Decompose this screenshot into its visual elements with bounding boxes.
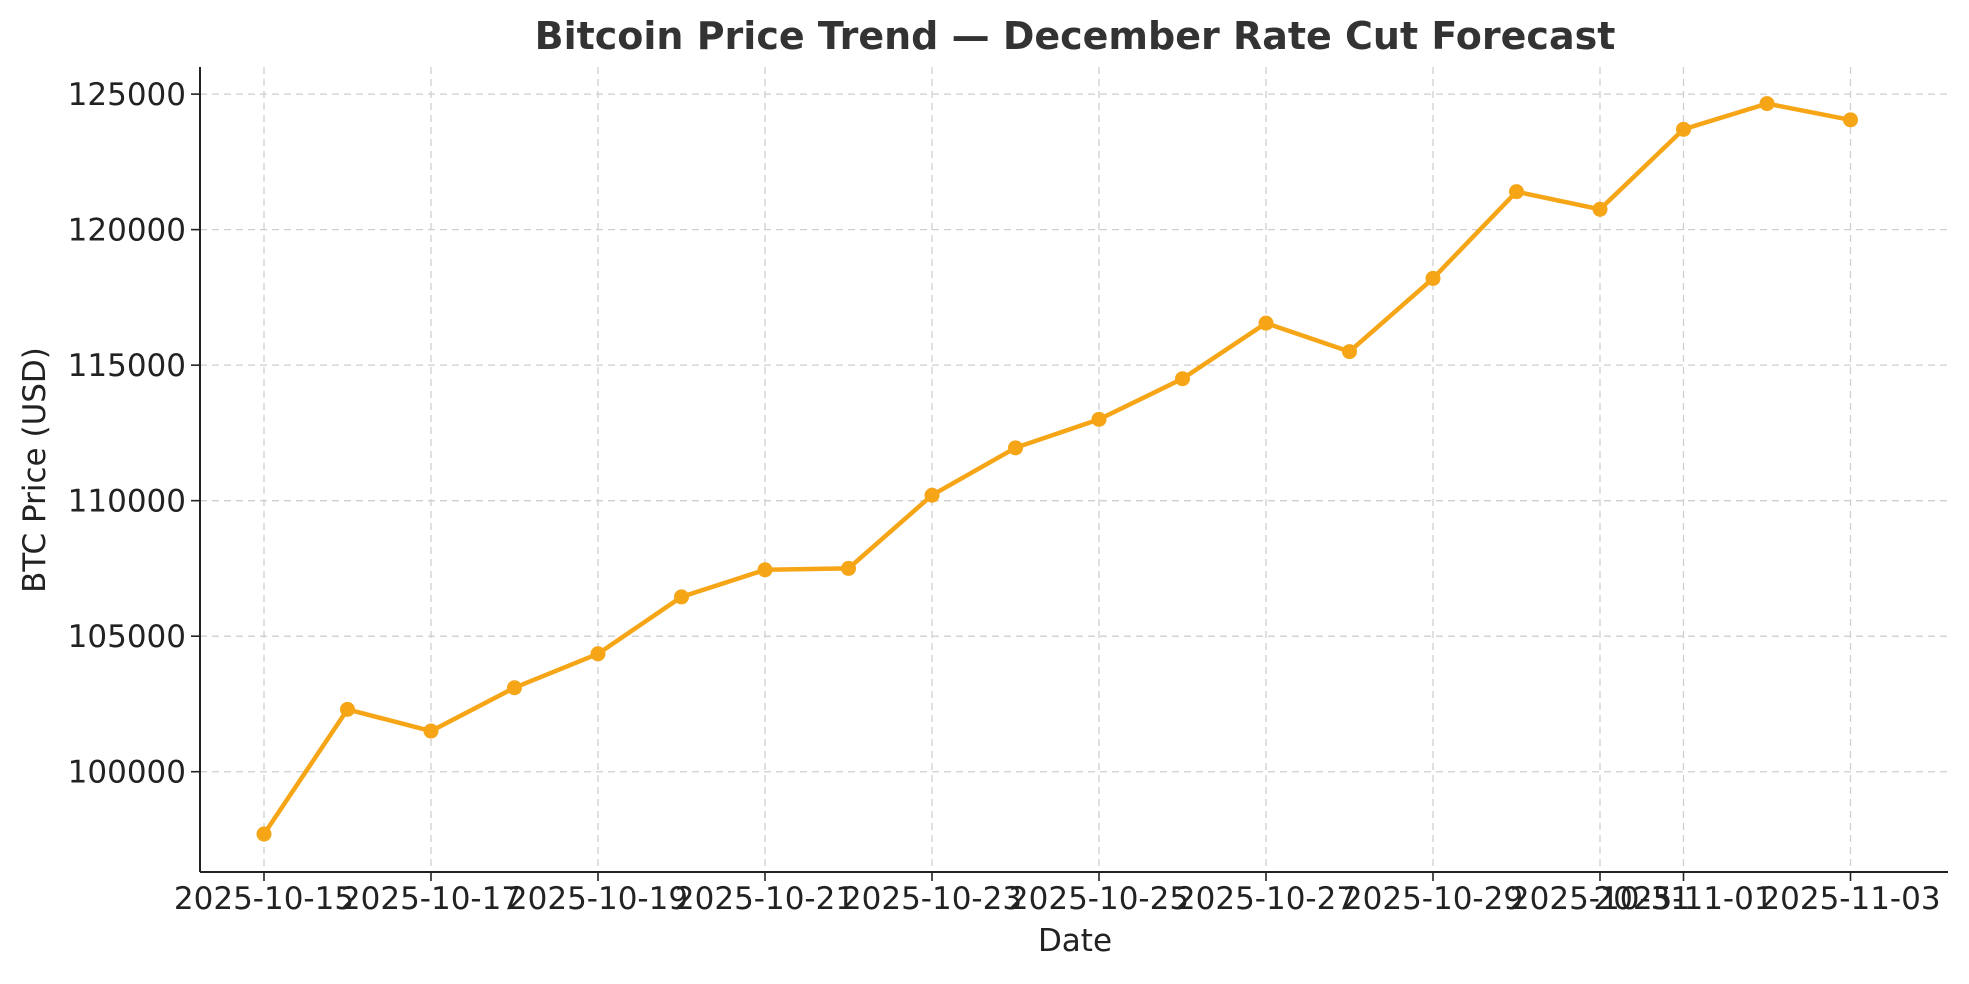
data-point	[1676, 121, 1691, 137]
data-point	[340, 701, 355, 717]
grid	[200, 67, 1948, 872]
data-point	[757, 562, 773, 578]
data-point	[1759, 96, 1775, 112]
chart-title: Bitcoin Price Trend — December Rate Cut …	[535, 14, 1616, 58]
data-point	[590, 646, 606, 662]
data-point	[1175, 371, 1190, 387]
data-point	[1342, 344, 1357, 360]
y-tick-label: 110000	[68, 484, 186, 520]
data-point	[507, 680, 522, 696]
data-point	[1091, 411, 1107, 427]
x-tick-label: 2025-10-17	[341, 881, 521, 917]
data-point	[841, 560, 856, 576]
data-point	[256, 826, 272, 842]
x-tick-label: 2025-10-23	[842, 881, 1022, 917]
data-point	[674, 589, 689, 605]
data-point	[1258, 315, 1274, 331]
data-point	[423, 723, 439, 739]
x-tick-label: 2025-10-21	[675, 881, 855, 917]
data-point	[1509, 184, 1524, 200]
y-tick-label: 115000	[68, 348, 186, 384]
x-tick-label: 2025-10-25	[1009, 881, 1189, 917]
data-point	[924, 487, 940, 503]
y-tick-label: 105000	[68, 619, 186, 655]
x-tick-label: 2025-11-01	[1593, 881, 1773, 917]
data-point	[1592, 201, 1608, 217]
axes: 100000 105000 110000 115000 120000 125000 2025…	[68, 67, 1948, 917]
data-point	[1008, 440, 1023, 456]
x-tick-label: 2025-10-29	[1343, 881, 1523, 917]
y-axis-label: BTC Price (USD)	[17, 347, 53, 593]
x-tick-label: 2025-10-27	[1176, 881, 1356, 917]
x-axis-label: Date	[1038, 923, 1112, 959]
y-tick-label: 120000	[68, 213, 186, 249]
y-tick-label: 125000	[68, 77, 186, 113]
x-tick-label: 2025-10-19	[508, 881, 688, 917]
x-tick-label: 2025-11-03	[1760, 881, 1940, 917]
y-tick-label: 100000	[68, 755, 186, 791]
x-tick-label: 2025-10-31	[1510, 881, 1690, 917]
data-point	[1425, 270, 1441, 286]
series-line	[261, 101, 1853, 837]
series	[256, 96, 1858, 842]
data-point	[1843, 112, 1858, 128]
x-tick-label: 2025-10-15	[174, 881, 354, 917]
